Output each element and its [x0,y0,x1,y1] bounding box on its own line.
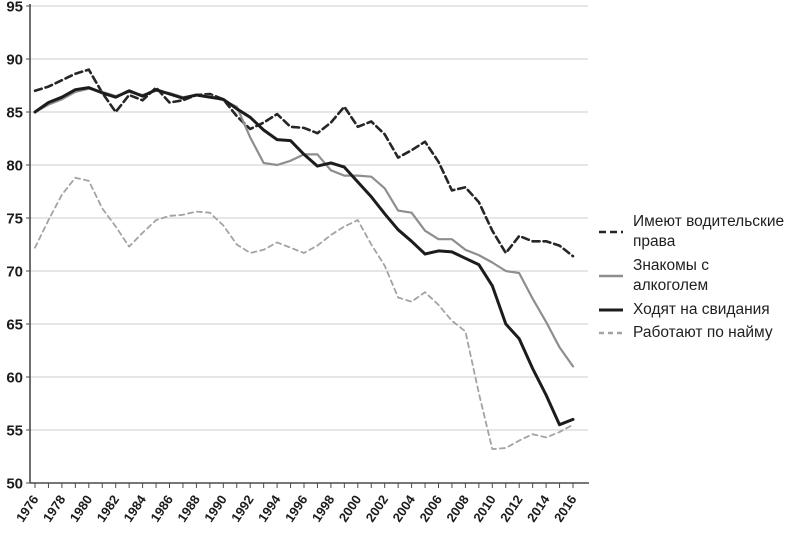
x-tick-label: 1980 [67,492,96,524]
y-tick-label: 65 [6,317,23,334]
solid-black-line-sample-icon [599,308,623,312]
x-tick-label: 1984 [120,492,149,525]
legend-label-alcohol: Знакомы с алкоголем [633,256,709,295]
dashed-dark-line-sample-icon [599,231,623,234]
x-tick-label: 2010 [470,492,499,524]
series-license-line [33,68,575,258]
y-tick-label: 95 [6,0,23,16]
solid-gray-line-sample-icon [599,275,623,278]
x-tick-label: 1978 [40,492,69,524]
y-axis-labels: 50 55 60 65 70 75 80 85 90 95 [6,0,23,493]
gridlines [30,5,588,431]
x-tick-label: 1994 [255,492,284,525]
x-tick-label: 1996 [282,492,311,524]
x-tick-label: 1986 [147,492,176,524]
x-tick-label: 2002 [363,492,392,524]
dashed-light-line-sample-icon [599,332,623,335]
axes [29,4,589,484]
legend-item-employment: Работают по найму [598,323,788,343]
series-dating-line [33,86,575,427]
legend-label-license: Имеют водительские права [633,213,785,251]
y-tick-label: 75 [6,211,23,228]
x-tick-label: 2008 [443,492,472,524]
x-tick-label: 1982 [94,492,123,524]
y-tick-label: 50 [6,476,23,493]
x-tick-label: 1998 [309,492,338,524]
x-tick-label: 1992 [228,492,257,524]
legend-label-employment: Работают по найму [633,324,773,342]
y-tick-label: 60 [6,370,23,387]
x-tick-label: 2012 [497,492,526,524]
chart-legend: Имеют водительские права Знакомы с алког… [598,212,788,344]
y-tick-label: 80 [6,158,23,175]
y-tick-label: 85 [6,105,23,122]
x-tick-label: 1990 [201,492,230,524]
x-tick-label: 2016 [551,492,580,524]
legend-item-alcohol: Знакомы с алкоголем [598,256,788,297]
y-tick-label: 55 [6,423,23,440]
legend-item-license: Имеют водительские права [598,212,788,253]
x-tick-label: 1988 [174,492,203,524]
legend-label-dating: Ходят на свидания [633,300,770,318]
x-tick-label: 1976 [13,492,42,524]
x-tick-label: 2000 [336,492,365,524]
x-tick-label: 2004 [389,492,418,525]
series-employment-line [34,176,574,451]
y-tick-label: 90 [6,52,23,69]
x-axis-labels: 1976197819801982198419861988199019921994… [13,492,580,525]
x-tick-label: 2006 [416,492,445,524]
legend-item-dating: Ходят на свидания [598,300,788,320]
tick-marks [26,5,574,488]
y-tick-label: 70 [6,264,23,281]
x-tick-label: 2014 [524,492,553,525]
